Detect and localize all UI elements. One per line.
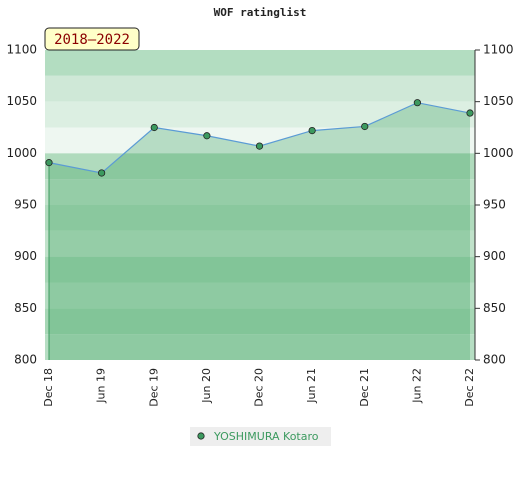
band (45, 50, 475, 76)
background-bands (45, 50, 475, 360)
marker (150, 123, 158, 132)
marker (308, 127, 316, 135)
y2-tick-label: 950 (483, 198, 506, 212)
x-tick-label: Dec 21 (358, 368, 371, 407)
x-tick-label: Jun 21 (305, 368, 318, 404)
y2-tick-label: 1100 (483, 43, 514, 57)
chart-title: WOF ratinglist (214, 6, 307, 19)
x-tick-label: Jun 19 (95, 368, 108, 404)
band (45, 153, 475, 180)
marker (255, 142, 264, 150)
y2-tick-label: 1000 (483, 146, 514, 160)
legend-marker (197, 432, 205, 440)
area (49, 102, 470, 360)
band (45, 308, 475, 335)
y2-tick-label: 900 (483, 249, 506, 263)
x-tick-label: Jun 22 (410, 368, 423, 404)
marker (466, 109, 474, 117)
legend-box (190, 427, 331, 446)
marker (203, 132, 211, 140)
y2-tick-label: 1050 (483, 94, 514, 108)
marker (361, 122, 369, 131)
x-tick-label: Dec 19 (147, 368, 160, 407)
marker (413, 99, 421, 107)
y-tick-label: 850 (14, 301, 37, 315)
band (45, 179, 475, 205)
y-tick-label: 900 (14, 249, 37, 263)
band (45, 334, 475, 360)
y-tick-label: 1100 (6, 43, 37, 57)
annotation-box (44, 27, 140, 51)
y-tick-label: 950 (14, 198, 37, 212)
marker (98, 169, 106, 177)
y-tick-label: 1000 (6, 146, 37, 160)
x-tick-label: Jun 20 (200, 368, 213, 404)
legend-label: YOSHIMURA Kotaro (213, 430, 319, 443)
x-tick-label: Dec 18 (42, 368, 55, 407)
band (45, 75, 475, 102)
band (45, 256, 475, 283)
y-tick-label: 1050 (6, 94, 37, 108)
y-tick-label: 800 (14, 353, 37, 367)
y2-tick-label: 800 (483, 353, 506, 367)
x-tick-label: Dec 20 (253, 368, 266, 407)
band (45, 205, 475, 231)
x-tick-label: Dec 22 (463, 368, 476, 407)
band (45, 101, 475, 128)
band (45, 282, 475, 309)
band (45, 230, 475, 257)
marker (45, 159, 53, 167)
y2-tick-label: 850 (483, 301, 506, 315)
annotation: 2018–2022 (54, 32, 130, 48)
